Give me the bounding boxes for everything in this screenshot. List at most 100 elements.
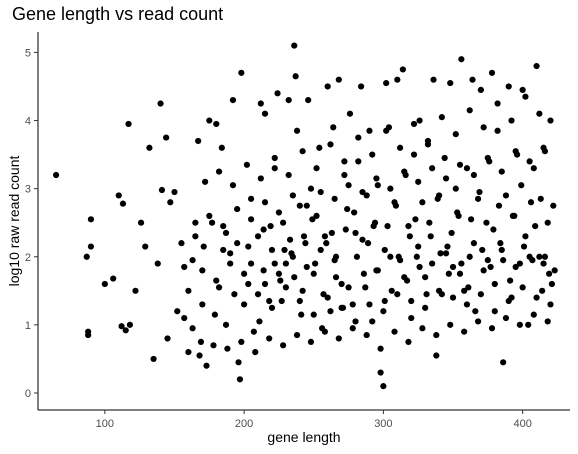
- data-point: [203, 362, 210, 369]
- y-axis-title: log10 raw read count: [6, 156, 22, 287]
- data-point: [261, 199, 269, 206]
- data-point: [327, 141, 334, 148]
- data-point: [299, 287, 306, 294]
- data-point: [310, 270, 317, 277]
- data-point: [487, 263, 494, 271]
- data-point: [497, 240, 504, 247]
- data-point: [547, 117, 554, 124]
- data-point: [395, 253, 402, 260]
- data-point: [344, 205, 351, 213]
- data-point: [331, 257, 338, 264]
- data-point: [229, 182, 237, 189]
- data-point: [268, 304, 276, 311]
- data-point: [433, 331, 440, 339]
- data-point: [494, 100, 501, 107]
- data-point: [339, 304, 347, 311]
- data-point: [181, 314, 188, 322]
- data-point: [181, 263, 188, 271]
- data-point: [374, 267, 381, 274]
- data-point: [286, 236, 294, 243]
- data-point: [305, 97, 312, 104]
- data-point: [341, 158, 348, 165]
- data-point: [449, 263, 457, 271]
- data-point: [257, 100, 264, 107]
- data-point: [345, 284, 352, 291]
- data-point: [241, 270, 248, 277]
- data-point: [266, 335, 273, 342]
- data-point: [342, 226, 349, 233]
- data-point: [484, 257, 491, 264]
- data-point: [328, 229, 335, 237]
- data-point: [224, 345, 231, 352]
- data-point: [522, 93, 529, 100]
- data-point: [118, 323, 125, 330]
- data-point: [522, 233, 529, 240]
- data-point: [285, 171, 292, 179]
- data-point: [424, 137, 432, 145]
- data-point: [83, 253, 90, 260]
- data-point: [254, 233, 262, 240]
- data-point: [498, 246, 505, 254]
- data-point: [438, 114, 445, 121]
- data-point: [470, 171, 478, 179]
- data-point: [289, 192, 296, 199]
- data-point: [320, 291, 327, 298]
- data-point: [477, 86, 484, 93]
- data-point: [448, 229, 455, 237]
- data-point: [167, 199, 174, 206]
- data-point: [456, 161, 464, 168]
- data-point: [509, 212, 516, 219]
- y-tick-label: 0: [25, 388, 31, 400]
- data-point: [488, 325, 496, 332]
- data-point: [349, 325, 356, 332]
- data-point: [416, 263, 423, 271]
- data-point: [474, 195, 482, 202]
- x-tick-label: 400: [513, 418, 531, 430]
- data-point: [512, 148, 519, 155]
- data-point: [142, 243, 149, 250]
- data-point: [516, 260, 523, 267]
- data-point: [292, 73, 299, 80]
- data-point: [101, 280, 108, 288]
- data-point: [498, 168, 505, 175]
- x-tick-label: 200: [235, 418, 253, 430]
- data-point: [413, 253, 420, 260]
- data-point: [243, 161, 250, 168]
- data-point: [213, 120, 220, 128]
- data-point: [387, 253, 394, 260]
- data-point: [415, 178, 422, 185]
- data-point: [211, 311, 218, 318]
- data-point: [544, 219, 551, 226]
- data-point: [238, 338, 245, 345]
- data-point: [373, 175, 380, 182]
- data-point: [359, 236, 366, 243]
- data-point: [335, 335, 342, 342]
- data-point: [394, 76, 401, 83]
- data-point: [282, 284, 289, 291]
- data-point: [293, 331, 301, 339]
- data-point: [312, 260, 319, 267]
- data-point: [447, 79, 454, 87]
- data-point: [465, 284, 472, 291]
- data-point: [303, 202, 310, 209]
- data-point: [480, 267, 487, 274]
- data-point: [164, 335, 171, 342]
- data-point: [235, 359, 242, 366]
- data-point: [252, 349, 259, 356]
- data-point: [369, 318, 376, 325]
- data-point: [307, 338, 315, 345]
- data-point: [472, 308, 479, 315]
- data-point: [405, 223, 412, 230]
- data-point: [532, 223, 539, 230]
- data-point: [335, 76, 342, 83]
- data-point: [234, 205, 241, 213]
- data-point: [364, 240, 372, 247]
- data-point: [202, 178, 209, 185]
- data-point: [309, 216, 316, 223]
- data-point: [399, 66, 406, 73]
- data-point: [313, 212, 320, 219]
- data-point: [512, 263, 519, 271]
- data-point: [416, 117, 423, 124]
- y-tick-label: 1: [25, 320, 31, 332]
- data-point: [189, 257, 196, 264]
